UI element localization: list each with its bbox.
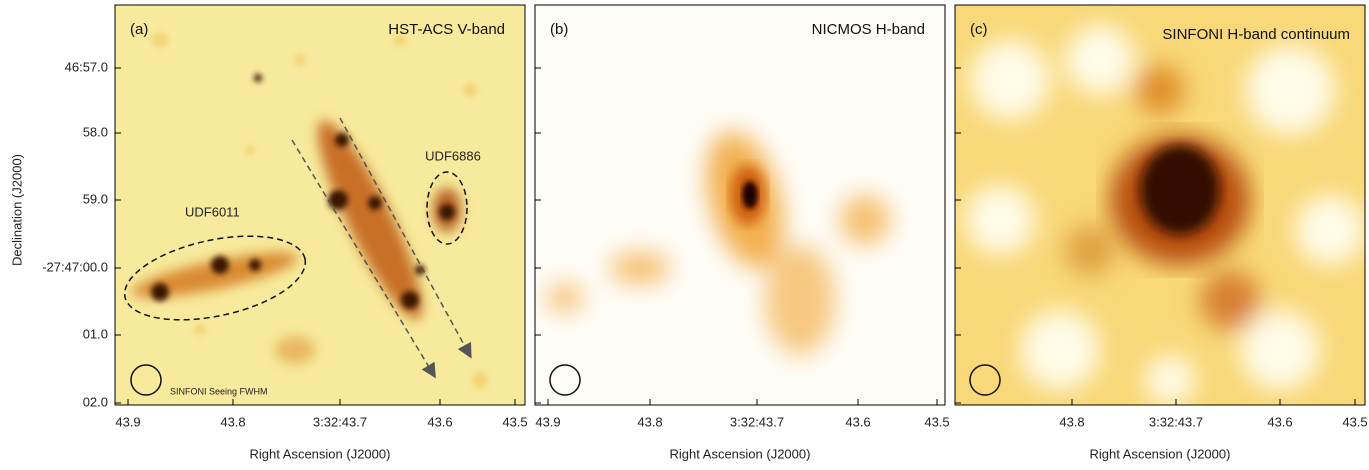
x-tick-label: 43.6	[1267, 414, 1292, 429]
x-axis-label: Right Ascension (J2000)	[250, 446, 391, 461]
x-tick-label: 43.5	[502, 414, 527, 429]
panel-label: (a)	[130, 21, 148, 38]
x-tick-label: 3:32:43.7	[730, 414, 784, 429]
panel-title: SINFONI H-band continuum	[1162, 26, 1350, 43]
x-axis-label: Right Ascension (J2000)	[670, 446, 811, 461]
panel-label: (c)	[970, 21, 988, 38]
y-tick-label: 59.0	[83, 191, 108, 206]
annotation: SINFONI Seeing FWHM	[170, 386, 268, 396]
panel-title: NICMOS H-band	[812, 21, 925, 38]
panel-title: HST-ACS V-band	[388, 21, 505, 38]
x-tick-label: 43.8	[220, 414, 245, 429]
x-tick-label: 3:32:43.7	[1149, 414, 1203, 429]
panel-label: (b)	[550, 21, 568, 38]
x-tick-label: 43.6	[845, 414, 870, 429]
x-tick-label: 43.9	[535, 414, 560, 429]
frame	[114, 4, 526, 406]
x-tick-label: 3:32:43.7	[313, 414, 367, 429]
x-tick-label: 43.9	[115, 414, 140, 429]
y-tick-label: 46:57.0	[65, 59, 108, 74]
y-ticks: 46:57.0 58.0 59.0 -27:47:00.0 01.0 02.0	[42, 59, 961, 409]
y-tick-label: 01.0	[83, 326, 108, 341]
x-tick-label: 43.8	[1059, 414, 1084, 429]
annotation: UDF6886	[425, 148, 481, 163]
x-tick-label: 43.5	[1342, 414, 1367, 429]
frame	[954, 4, 1366, 406]
y-tick-label: 02.0	[83, 394, 108, 409]
frame	[534, 4, 946, 406]
x-ticks: 43.9 43.8 3:32:43.7 43.6 43.5 43.9 43.8 3:32:43…	[115, 399, 1368, 429]
annotation: UDF6011	[185, 204, 240, 219]
x-axis-label: Right Ascension (J2000)	[1090, 446, 1231, 461]
image-c	[955, 5, 1365, 405]
y-tick-label: -27:47:00.0	[42, 259, 108, 274]
x-tick-label: 43.8	[637, 414, 662, 429]
y-axis-label: Declination (J2000)	[9, 154, 24, 266]
x-tick-label: 43.5	[924, 414, 949, 429]
image-b	[535, 5, 945, 405]
image-a	[115, 5, 525, 405]
x-tick-label: 43.6	[427, 414, 452, 429]
y-tick-label: 58.0	[83, 124, 108, 139]
